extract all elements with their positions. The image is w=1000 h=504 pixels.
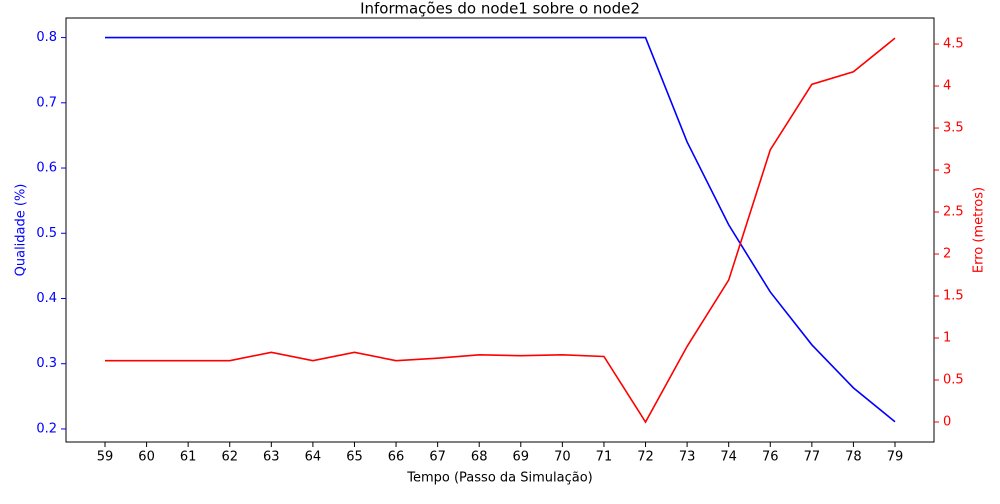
x-tick-label: 60 [138,450,155,465]
y2-tick-label: 4 [943,79,951,94]
x-tick-label: 76 [762,450,779,465]
x-tick-label: 69 [513,450,530,465]
x-tick-label: 73 [679,450,696,465]
x-tick-label: 74 [720,450,737,465]
x-tick-label: 79 [887,450,904,465]
y-tick-label: 0.2 [36,421,57,436]
y2-tick-label: 4.5 [943,37,964,52]
x-tick-label: 78 [845,450,862,465]
y2-tick-label: 0 [943,415,951,430]
y2-tick-label: 2 [943,247,951,262]
y-tick-label: 0.5 [36,226,57,241]
x-tick-label: 67 [429,450,446,465]
y2-tick-label: 1 [943,331,951,346]
x-tick-label: 70 [554,450,571,465]
x-tick-label: 59 [97,450,114,465]
x-tick-label: 64 [305,450,322,465]
y2-tick-label: 3 [943,163,951,178]
y2-tick-label: 2.5 [943,205,964,220]
y2-tick-label: 1.5 [943,289,964,304]
x-tick-label: 61 [180,450,197,465]
x-tick-label: 77 [804,450,821,465]
y-tick-label: 0.6 [36,161,57,176]
line-series [105,36,896,423]
chart-title: Informações do node1 sobre o node2 [360,0,640,18]
y-tick-label: 0.4 [36,291,57,306]
plot-frame [65,17,935,443]
y-axis-label: Qualidade (%) [14,184,29,277]
y-tick-label: 0.8 [36,30,57,45]
y2-axis-label: Erro (metros) [972,187,987,273]
line-series [105,37,896,424]
y2-tick-label: 3.5 [943,121,964,136]
x-tick-label: 63 [263,450,280,465]
y-tick-label: 0.7 [36,95,57,110]
y-tick-label: 0.3 [36,356,57,371]
x-tick-label: 71 [596,450,613,465]
x-axis-label: Tempo (Passo da Simulação) [406,471,593,486]
x-tick-label: 62 [221,450,238,465]
x-tick-label: 68 [471,450,488,465]
y2-tick-label: 0.5 [943,373,964,388]
x-tick-label: 66 [388,450,405,465]
x-tick-label: 72 [637,450,654,465]
x-tick-label: 65 [346,450,363,465]
